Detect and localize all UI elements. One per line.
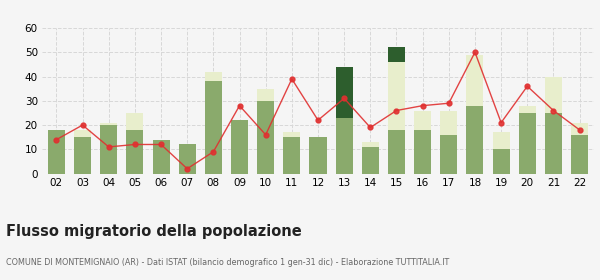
Bar [388,62,405,130]
Bar [388,130,405,174]
Bar [519,113,536,174]
Bar [179,144,196,174]
Bar [283,137,301,174]
Bar [519,106,536,113]
Bar [414,130,431,174]
Bar [127,130,143,174]
Bar [152,140,170,174]
Bar [571,123,588,135]
Bar [205,72,222,81]
Bar [335,67,353,118]
Bar [100,125,117,174]
Bar [74,130,91,137]
Bar [335,118,353,174]
Bar [205,81,222,174]
Text: COMUNE DI MONTEMIGNAIO (AR) - Dati ISTAT (bilancio demografico 1 gen-31 dic) - E: COMUNE DI MONTEMIGNAIO (AR) - Dati ISTAT… [6,258,449,267]
Bar [283,132,301,137]
Bar [440,135,457,174]
Bar [545,76,562,113]
Bar [48,130,65,174]
Bar [545,113,562,174]
Bar [74,137,91,174]
Bar [362,147,379,174]
Bar [310,137,326,174]
Bar [257,89,274,101]
Bar [571,135,588,174]
Bar [493,149,509,174]
Bar [362,142,379,147]
Bar [466,106,484,174]
Bar [466,55,484,106]
Bar [257,101,274,174]
Bar [440,111,457,135]
Bar [127,113,143,130]
Bar [231,120,248,174]
Bar [388,47,405,62]
Bar [493,132,509,149]
Bar [414,111,431,130]
Bar [100,123,117,125]
Text: Flusso migratorio della popolazione: Flusso migratorio della popolazione [6,224,302,239]
